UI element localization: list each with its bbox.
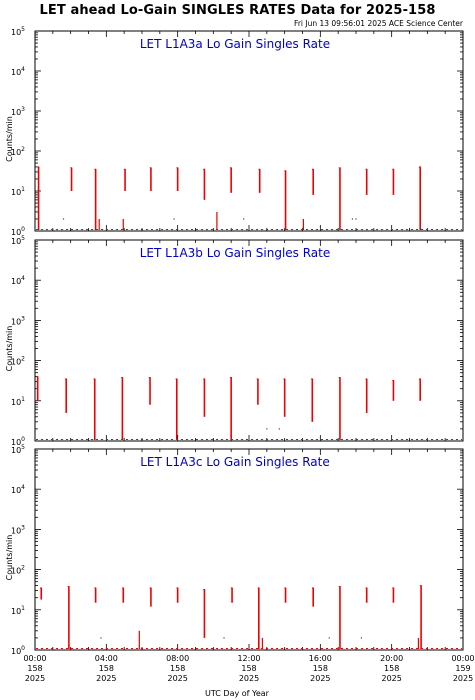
y-tick-label: 105 xyxy=(11,26,25,37)
chart-panel-1: 100 101 102 103 104 105 Counts/min LET L1A3a Lo… xyxy=(5,26,464,237)
svg-text:2025: 2025 xyxy=(381,674,401,683)
y-tick-label: 105 xyxy=(11,444,25,455)
page-title: LET ahead Lo-Gain SINGLES RATES Data for… xyxy=(39,3,436,18)
data-point xyxy=(328,637,330,639)
svg-text:158: 158 xyxy=(313,664,328,673)
svg-text:2025: 2025 xyxy=(310,674,330,683)
data-point xyxy=(243,218,245,220)
chart-panel-2: 100 101 102 103 104 105 Counts/min LET L1A3b Lo… xyxy=(5,235,464,447)
svg-text:20:00: 20:00 xyxy=(380,654,403,663)
y-axis-label: Counts/min xyxy=(5,326,14,372)
chart-panel-3: 100 101 102 103 104 105 Counts/min LET L1A3c Lo… xyxy=(5,444,464,656)
panel-title: LET L1A3b Lo Gain Singles Rate xyxy=(140,246,331,260)
svg-text:158: 158 xyxy=(170,664,185,673)
y-tick-label: 103 xyxy=(11,106,25,117)
svg-text:16:00: 16:00 xyxy=(309,654,332,663)
svg-text:00:00: 00:00 xyxy=(23,654,46,663)
svg-text:159: 159 xyxy=(455,664,470,673)
svg-text:2025: 2025 xyxy=(96,674,116,683)
svg-text:2025: 2025 xyxy=(239,674,259,683)
y-axis-label: Counts/min xyxy=(5,116,14,162)
y-tick-label: 104 xyxy=(11,484,25,495)
y-tick-label: 103 xyxy=(11,524,25,535)
y-tick-label: 104 xyxy=(11,275,25,286)
data-point xyxy=(223,637,225,639)
svg-text:158: 158 xyxy=(384,664,399,673)
y-tick-label: 100 xyxy=(11,226,25,237)
plot-frame xyxy=(34,448,464,651)
x-axis-label: UTC Day of Year xyxy=(205,689,270,698)
timestamp: Fri Jun 13 09:56:01 2025 ACE Science Cen… xyxy=(294,19,463,28)
svg-text:00:00: 00:00 xyxy=(451,654,474,663)
y-tick-label: 102 xyxy=(11,146,25,157)
svg-text:12:00: 12:00 xyxy=(237,654,260,663)
data-point xyxy=(360,637,362,639)
data-point xyxy=(355,218,357,220)
data-point xyxy=(266,428,268,430)
y-tick-label: 100 xyxy=(11,436,25,447)
data-point xyxy=(351,218,354,220)
svg-text:08:00: 08:00 xyxy=(166,654,189,663)
y-tick-label: 105 xyxy=(11,235,25,246)
svg-text:158: 158 xyxy=(27,664,42,673)
svg-text:2025: 2025 xyxy=(453,674,473,683)
plot-frame xyxy=(34,239,464,442)
svg-text:158: 158 xyxy=(241,664,256,673)
y-tick-label: 104 xyxy=(11,66,25,77)
y-tick-label: 100 xyxy=(11,645,25,656)
svg-text:04:00: 04:00 xyxy=(95,654,118,663)
y-axis-label: Counts/min xyxy=(5,535,14,581)
y-tick-label: 102 xyxy=(11,356,25,367)
y-tick-label: 103 xyxy=(11,315,25,326)
y-tick-label: 101 xyxy=(11,186,25,197)
data-point xyxy=(278,428,280,430)
y-tick-label: 102 xyxy=(11,565,25,576)
data-point xyxy=(100,637,102,639)
svg-text:2025: 2025 xyxy=(167,674,187,683)
svg-text:158: 158 xyxy=(99,664,114,673)
plot-frame xyxy=(34,30,464,232)
panel-title: LET L1A3a Lo Gain Singles Rate xyxy=(140,37,330,51)
panel-title: LET L1A3c Lo Gain Singles Rate xyxy=(140,455,330,469)
data-point xyxy=(62,218,65,220)
y-tick-label: 101 xyxy=(11,396,25,407)
svg-text:2025: 2025 xyxy=(25,674,45,683)
data-point xyxy=(173,218,175,220)
y-tick-label: 101 xyxy=(11,605,25,616)
